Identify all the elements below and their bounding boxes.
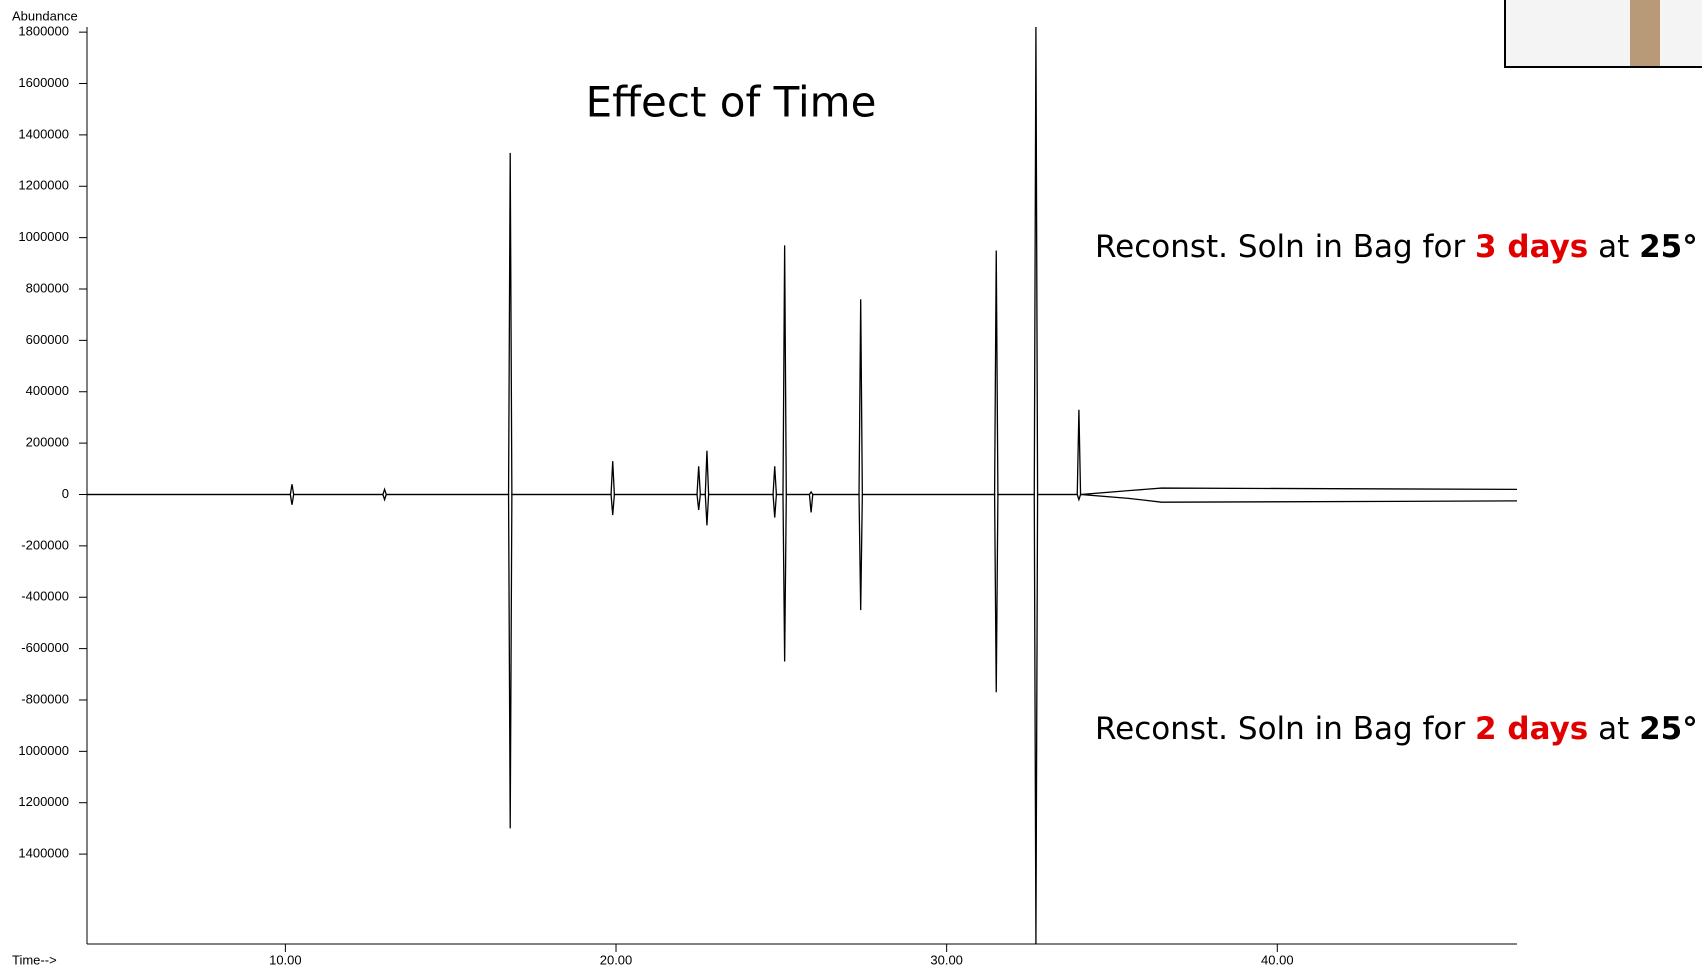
y-tick-label: 1400000	[18, 126, 69, 141]
y-tick-label: -600000	[21, 640, 69, 655]
y-tick-label: 600000	[26, 332, 69, 347]
y-tick-label: 1200000	[18, 794, 69, 809]
annotation-temp: 25°	[1639, 229, 1698, 265]
annotation: Reconst. Soln in Bag for 3 days at 25°C	[1095, 229, 1702, 265]
y-tick-label: -800000	[21, 691, 69, 706]
y-tick-label: 200000	[26, 435, 69, 450]
annotation-text: at	[1588, 229, 1639, 265]
y-tick-label: -400000	[21, 589, 69, 604]
annotation-highlight: 2 days	[1475, 711, 1588, 747]
y-tick-label: 1800000	[18, 24, 69, 39]
x-tick-label: 40.00	[1261, 952, 1294, 967]
y-tick-label: 1000000	[18, 743, 69, 758]
annotation: Reconst. Soln in Bag for 2 days at 25°C	[1095, 711, 1702, 747]
webcam-thumbnail	[1504, 0, 1702, 68]
x-tick-label: 30.00	[930, 952, 963, 967]
annotation-text: Reconst. Soln in Bag for	[1095, 711, 1475, 747]
annotation-temp: 25°	[1639, 711, 1698, 747]
y-tick-label: 0	[62, 486, 69, 501]
annotation-text: at	[1588, 711, 1639, 747]
y-tick-label: 1000000	[18, 229, 69, 244]
chart-title: Effect of Time	[586, 78, 877, 127]
y-tick-label: -200000	[21, 537, 69, 552]
y-axis-label: Abundance	[12, 8, 78, 23]
x-tick-label: 10.00	[269, 952, 302, 967]
x-axis-label: Time-->	[12, 952, 57, 967]
y-tick-label: 400000	[26, 383, 69, 398]
y-tick-label: 800000	[26, 280, 69, 295]
chromatogram-trace	[87, 493, 1518, 945]
x-tick-label: 20.00	[600, 952, 633, 967]
y-tick-label: 1200000	[18, 178, 69, 193]
webcam-figure	[1630, 0, 1660, 66]
y-tick-label: 1600000	[18, 75, 69, 90]
y-tick-label: 1400000	[18, 846, 69, 861]
annotation-text: Reconst. Soln in Bag for	[1095, 229, 1475, 265]
annotation-highlight: 3 days	[1475, 229, 1588, 265]
